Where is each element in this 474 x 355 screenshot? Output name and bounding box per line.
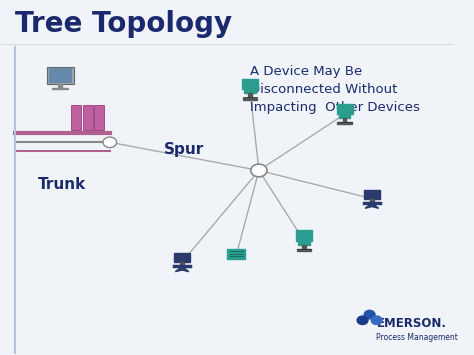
Bar	[244, 89, 255, 93]
Bar	[181, 262, 184, 267]
Polygon shape	[365, 203, 372, 208]
Bar	[337, 104, 353, 114]
Circle shape	[251, 164, 267, 177]
Bar	[58, 84, 63, 88]
Circle shape	[357, 316, 368, 324]
Circle shape	[364, 310, 375, 319]
Text: EMERSON.: EMERSON.	[376, 317, 447, 330]
Text: Trunk: Trunk	[37, 177, 86, 192]
Bar	[72, 105, 82, 130]
Bar	[49, 68, 72, 82]
Bar	[339, 114, 350, 118]
Polygon shape	[175, 267, 182, 272]
Bar	[52, 88, 68, 89]
Bar	[343, 118, 346, 122]
Bar	[364, 190, 380, 199]
Bar	[242, 79, 258, 89]
Bar	[299, 240, 310, 245]
Text: A Device May Be
Disconnected Without
Impacting  Other Devices: A Device May Be Disconnected Without Imp…	[250, 65, 420, 114]
Bar	[370, 199, 374, 203]
Bar	[248, 93, 252, 98]
Text: Spur: Spur	[164, 142, 204, 157]
Bar	[302, 245, 306, 249]
Circle shape	[103, 137, 117, 148]
Bar	[296, 230, 312, 241]
Text: Tree Topology: Tree Topology	[15, 10, 232, 38]
Bar	[243, 98, 257, 99]
Bar	[94, 105, 104, 130]
Bar	[46, 66, 73, 84]
Bar	[174, 253, 190, 262]
Polygon shape	[182, 267, 189, 272]
Bar	[337, 122, 352, 124]
Bar	[297, 249, 311, 251]
Bar	[82, 105, 92, 130]
Bar	[228, 249, 246, 260]
Polygon shape	[372, 203, 379, 208]
Circle shape	[371, 316, 382, 324]
Text: Process Management: Process Management	[376, 333, 458, 342]
